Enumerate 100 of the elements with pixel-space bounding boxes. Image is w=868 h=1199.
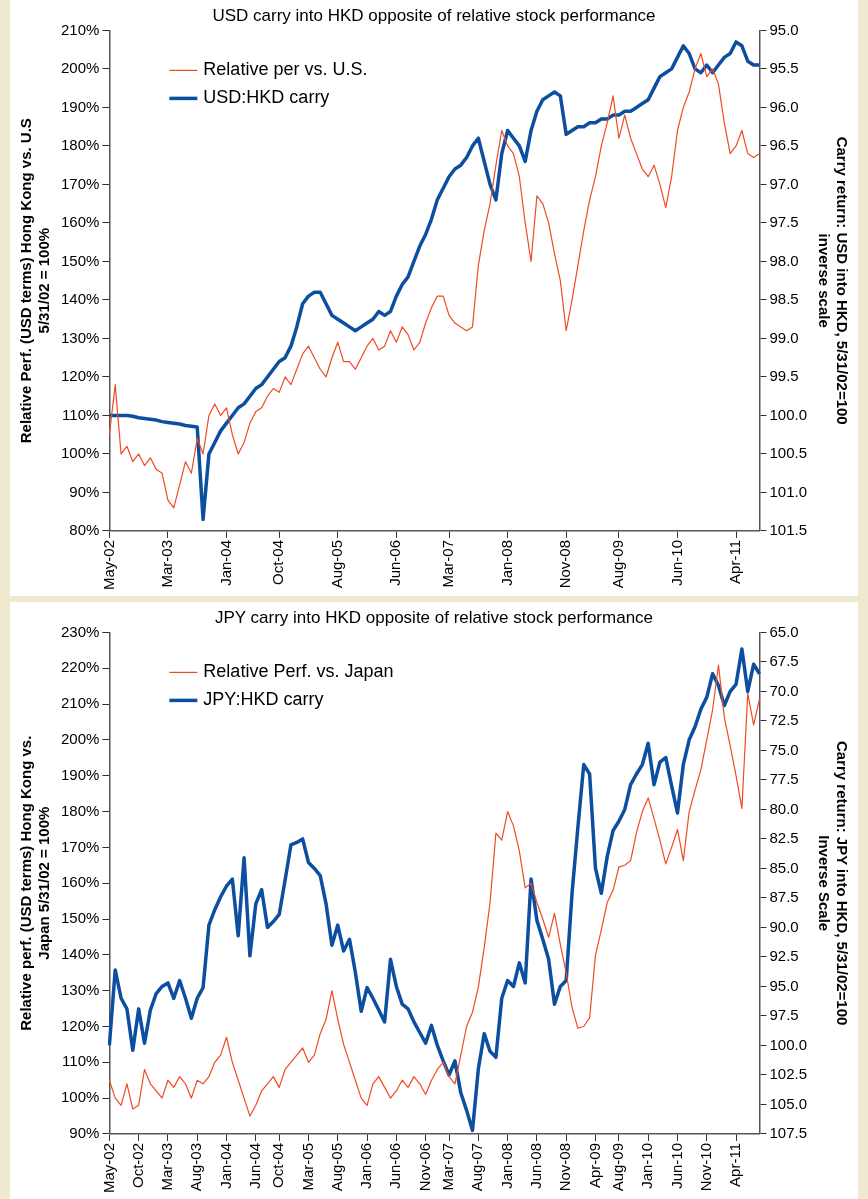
y2-tick-label: 99.0: [769, 328, 799, 346]
y-tick-label: 180%: [60, 801, 100, 819]
x-tick-label: Mar-05: [298, 1142, 316, 1191]
y2-tick-label: 70.0: [769, 681, 799, 699]
x-tick-label: May-02: [99, 539, 117, 591]
y2-tick-label: 101.0: [769, 482, 808, 500]
y2-tick-label: 95.0: [769, 976, 799, 994]
legend-label: JPY:HKD carry: [203, 689, 324, 710]
x-tick-label: Jun-06: [386, 1142, 404, 1189]
y-tick-label: 100%: [60, 444, 100, 462]
y-tick-label: 100%: [60, 1088, 100, 1106]
y2-tick-label: 107.5: [769, 1124, 808, 1142]
y-tick-label: 190%: [60, 765, 100, 783]
y2-tick-label: 90.0: [769, 917, 799, 935]
y-tick-label: 110%: [62, 1052, 100, 1070]
x-tick-label: Jan-08: [497, 1142, 515, 1189]
y-tick-label: 160%: [60, 873, 100, 891]
legend-label: Relative Perf. vs. Japan: [203, 661, 394, 682]
y2-tick-label: 72.5: [769, 711, 799, 729]
y2-tick-label: 82.5: [769, 829, 799, 847]
y2-tick-label: 100.5: [769, 444, 808, 462]
y2-tick-label: 77.5: [769, 770, 799, 788]
chart-title: JPY carry into HKD opposite of relative stock performance: [214, 607, 654, 627]
y-tick-label: 140%: [60, 290, 100, 308]
x-tick-label: Nov-08: [556, 539, 574, 589]
x-tick-label: Jan-06: [357, 1142, 375, 1189]
y-tick-label: 90%: [69, 1124, 100, 1142]
x-tick-label: Oct-02: [128, 1142, 146, 1188]
y-tick-label: 120%: [60, 367, 100, 385]
x-tick-label: Jan-10: [638, 1142, 656, 1189]
y2-axis-title: Carry return: USD into HKD, 5/31/02=100 inverse scale: [815, 136, 851, 425]
y-tick-label: 190%: [60, 97, 100, 115]
x-tick-label: Aug-03: [187, 1142, 205, 1192]
y2-tick-label: 80.0: [769, 799, 799, 817]
y-tick-label: 210%: [60, 694, 100, 712]
y-tick-label: 130%: [60, 328, 100, 346]
y2-tick-label: 96.5: [769, 136, 799, 154]
x-tick-label: Jan-04: [216, 539, 234, 586]
y2-tick-label: 87.5: [769, 888, 799, 906]
x-tick-label: Aug-09: [609, 539, 627, 589]
x-tick-label: Jun-10: [667, 1142, 685, 1189]
y2-tick-label: 75.0: [769, 740, 799, 758]
x-tick-label: Mar-07: [439, 1142, 457, 1191]
x-tick-label: Nov-06: [415, 1142, 433, 1192]
y-tick-label: 230%: [60, 622, 100, 640]
x-tick-label: Aug-05: [327, 539, 345, 589]
x-tick-label: Jan-04: [216, 1142, 234, 1189]
y-axis-title: Relative Perf. (USD terms) Hong Kong vs. U.S 5/31/02 = 100%: [17, 118, 53, 444]
x-tick-label: Apr-11: [726, 1142, 744, 1187]
y-tick-label: 210%: [60, 20, 100, 38]
x-tick-label: Nov-10: [696, 1142, 714, 1192]
x-tick-label: May-02: [99, 1142, 117, 1194]
x-tick-label: Nov-08: [556, 1142, 574, 1192]
y-tick-label: 130%: [60, 980, 100, 998]
y-tick-label: 200%: [60, 730, 100, 748]
x-tick-label: Jun-08: [527, 1142, 545, 1189]
y2-tick-label: 92.5: [769, 947, 799, 965]
x-tick-label: Mar-07: [439, 539, 457, 588]
x-tick-label: Aug-05: [327, 1142, 345, 1192]
x-tick-label: Jun-10: [667, 539, 685, 586]
y-tick-label: 200%: [60, 59, 100, 77]
y2-tick-label: 99.5: [769, 367, 799, 385]
y2-tick-label: 95.0: [769, 20, 799, 38]
y2-tick-label: 98.5: [769, 290, 799, 308]
y2-tick-label: 100.0: [769, 405, 808, 423]
y2-tick-label: 95.5: [769, 59, 799, 77]
y-tick-label: 170%: [60, 837, 100, 855]
y2-tick-label: 97.5: [769, 213, 799, 231]
x-tick-label: Oct-04: [269, 539, 287, 585]
y2-tick-label: 105.0: [769, 1094, 808, 1112]
x-tick-label: Mar-03: [158, 539, 176, 588]
y2-tick-label: 97.5: [769, 1006, 799, 1024]
y2-tick-label: 65.0: [769, 622, 799, 640]
y-tick-label: 220%: [60, 658, 100, 676]
y2-tick-label: 98.0: [769, 251, 799, 269]
y2-tick-label: 101.5: [769, 521, 808, 539]
y2-tick-label: 96.0: [769, 97, 799, 115]
y-tick-label: 80%: [69, 521, 100, 539]
legend-label: USD:HKD carry: [203, 87, 330, 108]
y-tick-label: 160%: [60, 213, 100, 231]
y-tick-label: 140%: [60, 944, 100, 962]
y2-tick-label: 97.0: [769, 174, 799, 192]
x-tick-label: Apr-09: [585, 1142, 603, 1189]
y-axis-title: Relative perf. (USD terms) Hong Kong vs. Japan 5/31/02 = 100%: [17, 735, 53, 1031]
y2-tick-label: 67.5: [769, 652, 799, 670]
y-tick-label: 150%: [60, 251, 100, 269]
y2-tick-label: 100.0: [769, 1035, 808, 1053]
x-tick-label: Jan-08: [497, 539, 515, 586]
y-tick-label: 150%: [60, 909, 100, 927]
x-tick-label: Apr-11: [726, 539, 744, 584]
chart-title: USD carry into HKD opposite of relative stock performance: [212, 5, 656, 25]
x-tick-label: Aug-07: [468, 1142, 486, 1192]
legend-label: Relative per vs. U.S.: [203, 59, 368, 80]
x-tick-label: Mar-03: [158, 1142, 176, 1191]
y-tick-label: 110%: [62, 405, 100, 423]
x-tick-label: Jun-04: [245, 1142, 263, 1189]
y-tick-label: 90%: [69, 482, 100, 500]
y-tick-label: 170%: [60, 174, 100, 192]
y2-axis-title: Carry return: JPY into HKD, 5/31/02=100 Inverse Scale: [815, 740, 851, 1026]
y-tick-label: 120%: [60, 1016, 100, 1034]
